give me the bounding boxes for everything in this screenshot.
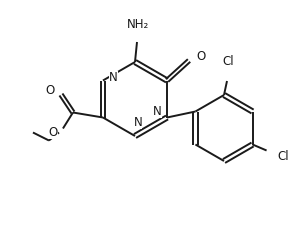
Text: N: N bbox=[109, 71, 118, 84]
Text: N: N bbox=[153, 105, 162, 118]
Text: Cl: Cl bbox=[278, 150, 289, 163]
Text: Cl: Cl bbox=[222, 55, 234, 68]
Text: O: O bbox=[46, 84, 55, 97]
Text: NH₂: NH₂ bbox=[127, 18, 149, 31]
Text: O: O bbox=[49, 126, 58, 139]
Text: O: O bbox=[196, 50, 205, 63]
Text: N: N bbox=[133, 116, 142, 129]
